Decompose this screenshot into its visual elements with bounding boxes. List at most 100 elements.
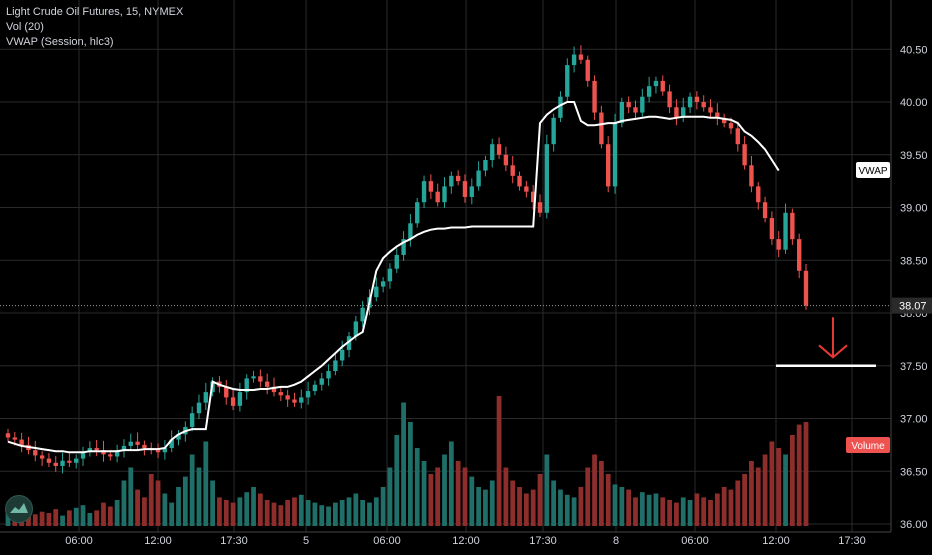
volume-bar	[612, 484, 618, 526]
legend-vwap[interactable]: VWAP (Session, hlc3)	[6, 36, 114, 48]
volume-bar	[749, 461, 754, 526]
volume-bar	[298, 494, 304, 526]
volume-bar	[73, 507, 79, 526]
volume-bar	[653, 493, 659, 526]
candle-body	[455, 175, 461, 182]
candle-body	[442, 186, 447, 203]
volume-bar	[667, 500, 672, 526]
volume-bar	[414, 448, 420, 526]
volume-bar	[107, 506, 113, 526]
volume-bar	[408, 422, 413, 526]
candle-body	[769, 218, 775, 240]
volume-bar	[510, 480, 516, 526]
volume-bar	[257, 493, 263, 526]
volume-bar	[537, 474, 543, 526]
candle-body	[319, 378, 324, 385]
candle-body	[708, 107, 713, 113]
candle-body	[101, 450, 106, 455]
candle-body	[687, 96, 693, 108]
volume-bar	[135, 489, 140, 526]
volume-bar	[46, 513, 52, 526]
volume-bar	[660, 497, 666, 526]
volume-bar	[305, 500, 311, 526]
volume-bar	[39, 511, 45, 526]
volume-bar	[312, 502, 318, 526]
candle-body	[674, 107, 679, 118]
candle-body	[783, 212, 788, 250]
volume-bar	[735, 480, 741, 526]
volume-bar	[544, 454, 550, 526]
volume-bar	[271, 502, 277, 526]
volume-bar	[176, 487, 181, 526]
volume-bar	[114, 500, 120, 526]
volume-bar	[571, 497, 577, 526]
candle-body	[305, 391, 311, 398]
candle-body	[299, 397, 304, 403]
candle-body	[74, 458, 79, 463]
volume-bar	[783, 454, 788, 526]
volume-bar	[789, 435, 795, 526]
candle-body	[251, 376, 256, 379]
volume-bar	[462, 467, 468, 526]
candle-body	[360, 307, 365, 322]
volume-bar	[530, 489, 536, 526]
candle-body	[53, 462, 58, 466]
candle-body	[162, 448, 168, 453]
volume-bar	[721, 487, 727, 526]
volume-bar	[517, 487, 522, 526]
candle-body	[258, 376, 263, 382]
volume-bar	[428, 474, 434, 526]
candle-body	[646, 86, 652, 97]
volume-bar	[346, 497, 352, 526]
volume-bar	[728, 489, 734, 526]
volume-bar	[442, 454, 447, 526]
candle-body	[585, 59, 590, 81]
vwap-badge	[856, 162, 890, 178]
volume-bar	[169, 502, 175, 526]
legend-symbol[interactable]: Light Crude Oil Futures, 15, NYMEX	[6, 6, 184, 18]
candle-body	[326, 371, 331, 379]
candle-body	[189, 413, 195, 427]
volume-bar	[251, 487, 256, 526]
volume-bar	[564, 494, 570, 526]
candle-body	[510, 165, 515, 176]
volume-bar	[203, 441, 209, 526]
tradingview-logo-icon[interactable]	[5, 495, 33, 523]
x-tick-label: 06:00	[373, 535, 401, 547]
candle-body	[606, 144, 611, 187]
volume-bar	[598, 461, 604, 526]
candle-body	[776, 239, 781, 250]
volume-bar	[776, 448, 782, 526]
candle-body	[39, 455, 45, 459]
volume-bar	[394, 435, 400, 526]
candle-body	[374, 286, 379, 298]
candle-body	[312, 384, 318, 392]
volume-bar	[701, 497, 707, 526]
volume-bar	[578, 487, 584, 526]
volume-bar	[367, 502, 372, 526]
candle-body	[435, 191, 440, 203]
volume-bar	[708, 500, 713, 526]
volume-bar	[380, 487, 386, 526]
candle-body	[571, 54, 577, 66]
candle-body	[728, 123, 734, 129]
volume-bar	[755, 467, 761, 526]
volume-bar	[244, 492, 250, 526]
legend-volume[interactable]: Vol (20)	[6, 21, 44, 33]
volume-bar	[585, 467, 591, 526]
candle-body	[237, 392, 243, 406]
x-tick-label: 06:00	[65, 535, 93, 547]
volume-bar	[87, 513, 93, 526]
y-tick-label: 40.50	[900, 44, 928, 56]
candle-body	[12, 437, 18, 440]
candle-body	[721, 117, 727, 124]
volume-bar	[646, 494, 652, 526]
volume-bar	[148, 474, 154, 526]
candle-body	[264, 381, 270, 387]
candle-body	[67, 460, 72, 463]
volume-bar	[210, 480, 216, 526]
candle-body	[633, 107, 638, 113]
volume-bar	[796, 424, 802, 526]
